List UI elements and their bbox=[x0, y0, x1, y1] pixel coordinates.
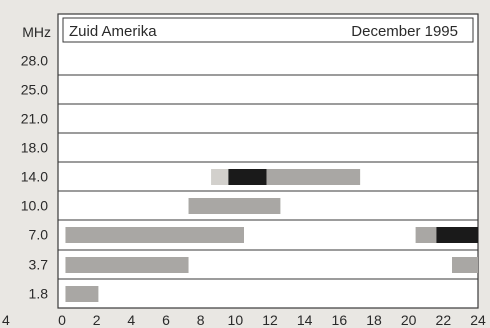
header-box bbox=[62, 17, 474, 43]
x-tick-label: 24 bbox=[470, 312, 486, 328]
bar-segment bbox=[452, 257, 478, 273]
grid-lines bbox=[58, 74, 478, 280]
bar-segment bbox=[65, 286, 99, 302]
y-tick-label: 21.0 bbox=[21, 111, 48, 127]
x-tick-label: 6 bbox=[162, 312, 170, 328]
y-tick-label: 10.0 bbox=[21, 198, 48, 214]
x-tick-label: 2 bbox=[93, 312, 101, 328]
x-tick-label: 16 bbox=[332, 312, 348, 328]
y-tick-label: 3.7 bbox=[29, 257, 49, 273]
x-tick-label: 10 bbox=[228, 312, 244, 328]
y-tick-label: 25.0 bbox=[21, 82, 48, 98]
bar-segment bbox=[211, 169, 229, 185]
x-tick-labels: 0 2 4 6 8 10 12 14 16 18 20 22 24 bbox=[58, 312, 486, 328]
left-edge-label: 4 bbox=[2, 312, 10, 328]
x-tick-label: 20 bbox=[401, 312, 417, 328]
x-tick-label: 4 bbox=[127, 312, 135, 328]
bar-segment bbox=[65, 227, 244, 243]
y-tick-label: 7.0 bbox=[29, 227, 49, 243]
bar-segment bbox=[436, 227, 478, 243]
chart-subtitle: December 1995 bbox=[351, 23, 458, 40]
bar-segment bbox=[188, 198, 281, 214]
x-tick-label: 22 bbox=[436, 312, 452, 328]
x-tick-label: 18 bbox=[366, 312, 382, 328]
bars bbox=[65, 169, 478, 302]
y-axis-label: MHz bbox=[22, 24, 51, 40]
x-tick-label: 12 bbox=[262, 312, 278, 328]
bar-segment bbox=[228, 169, 267, 185]
bar-segment bbox=[266, 169, 361, 185]
x-tick-label: 14 bbox=[297, 312, 313, 328]
y-tick-label: 28.0 bbox=[21, 53, 48, 69]
bar-segment bbox=[415, 227, 437, 243]
y-tick-labels: 28.0 25.0 21.0 18.0 14.0 10.0 7.0 3.7 1.8 bbox=[21, 53, 48, 302]
x-tick-label: 0 bbox=[58, 312, 66, 328]
chart-title: Zuid Amerika bbox=[69, 23, 157, 40]
y-tick-label: 1.8 bbox=[29, 286, 49, 302]
y-tick-label: 18.0 bbox=[21, 140, 48, 156]
y-tick-label: 14.0 bbox=[21, 169, 48, 185]
x-tick-label: 8 bbox=[197, 312, 205, 328]
bar-segment bbox=[65, 257, 189, 273]
